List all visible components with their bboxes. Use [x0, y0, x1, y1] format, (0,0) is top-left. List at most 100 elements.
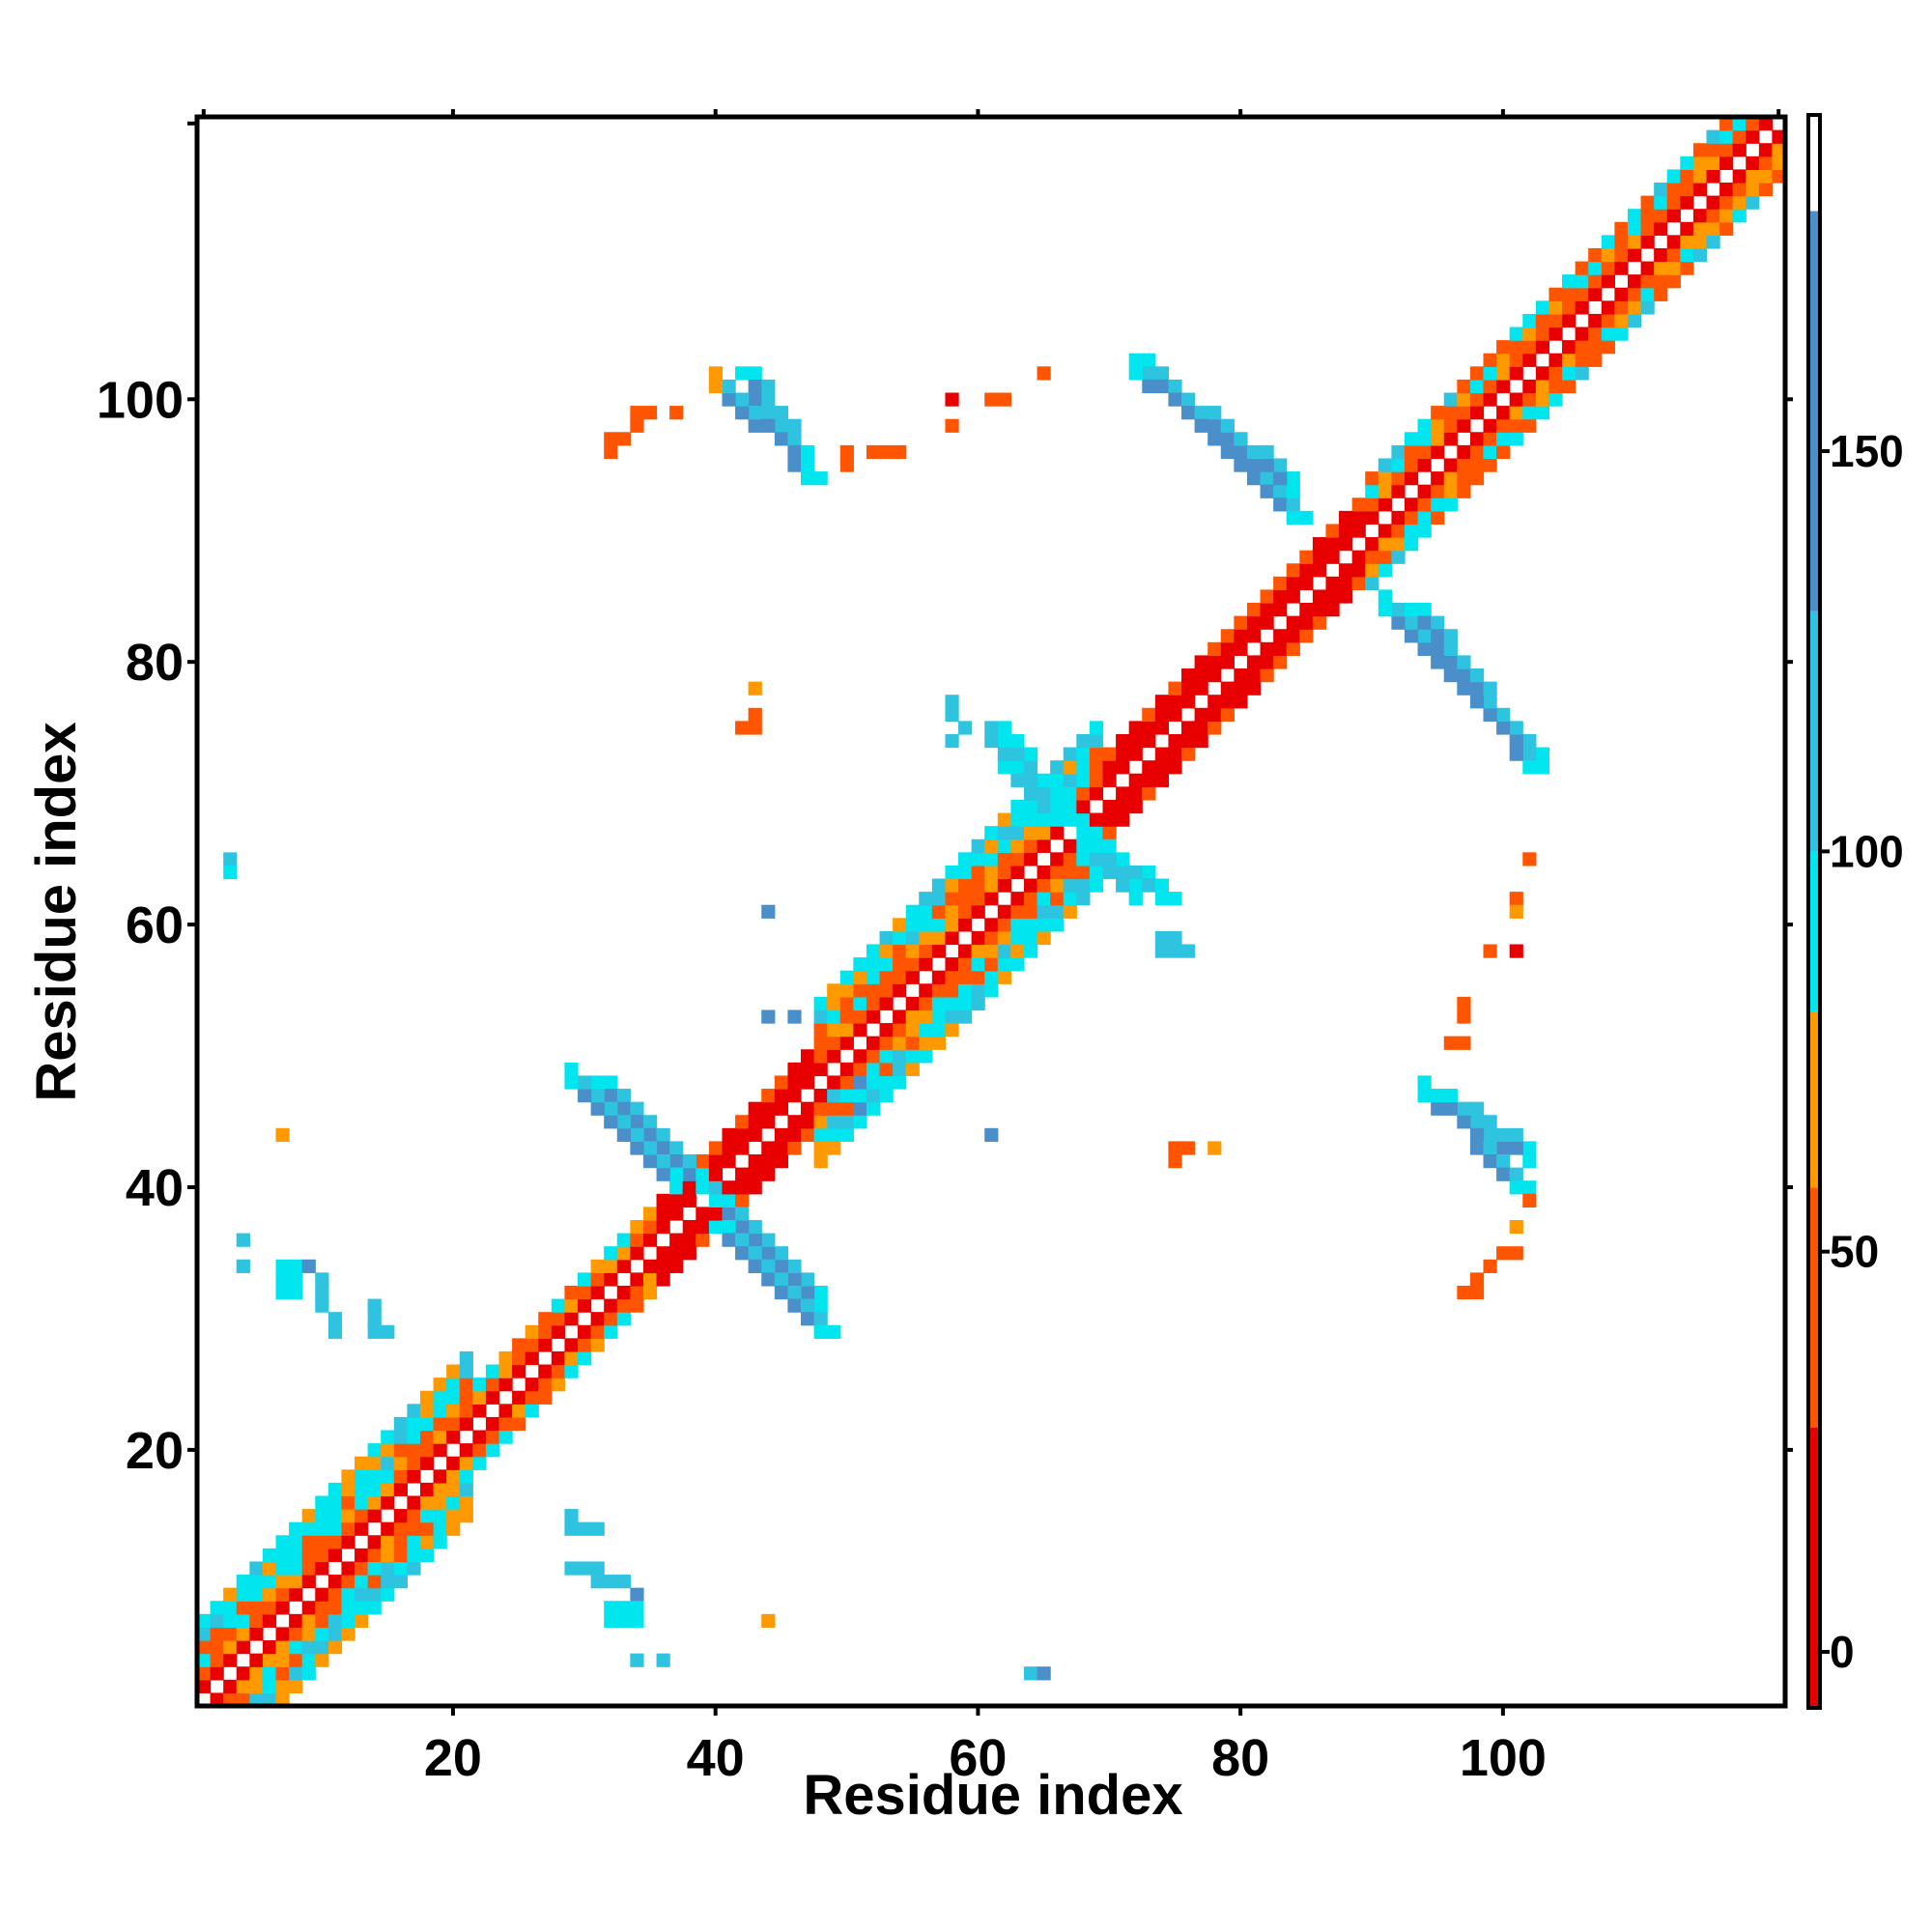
heatmap-cell — [1181, 392, 1196, 407]
heatmap-cell — [1469, 1272, 1485, 1287]
heatmap-cell — [1220, 707, 1235, 722]
heatmap-cell — [1640, 261, 1655, 275]
heatmap-cell — [1627, 313, 1642, 328]
heatmap-cell — [905, 996, 920, 1011]
heatmap-cell — [1746, 195, 1760, 210]
heatmap-cell — [1063, 892, 1077, 906]
heatmap-cell — [669, 406, 684, 420]
heatmap-cell — [669, 1154, 684, 1169]
heatmap-cell — [275, 1272, 290, 1287]
heatmap-cell — [1154, 721, 1170, 735]
heatmap-cell — [1522, 747, 1537, 761]
heatmap-cell — [459, 1378, 473, 1392]
heatmap-cell — [1509, 1167, 1523, 1181]
heatmap-cell — [197, 1627, 212, 1641]
heatmap-cell — [1758, 117, 1774, 131]
heatmap-cell — [1391, 550, 1406, 564]
heatmap-cell — [813, 1298, 828, 1313]
heatmap-cell — [1063, 773, 1077, 787]
heatmap-cell — [945, 930, 959, 946]
heatmap-cell — [1168, 681, 1182, 696]
heatmap-cell — [393, 1548, 408, 1563]
heatmap-cell — [1457, 392, 1471, 407]
heatmap-cell — [1535, 406, 1550, 420]
heatmap-cell — [315, 1653, 329, 1667]
heatmap-cell — [1037, 1666, 1051, 1681]
heatmap-cell — [1128, 353, 1143, 367]
heatmap-cell — [327, 1640, 343, 1655]
heatmap-cell — [1234, 641, 1248, 656]
heatmap-cell — [893, 1049, 907, 1064]
heatmap-cell — [1208, 707, 1222, 722]
heatmap-cell — [616, 1101, 631, 1116]
heatmap-cell — [1312, 615, 1327, 630]
heatmap-cell — [1299, 550, 1314, 564]
heatmap-cell — [1037, 878, 1051, 893]
heatmap-cell — [1076, 812, 1091, 827]
heatmap-cell — [1706, 143, 1720, 157]
heatmap-cell — [1431, 471, 1445, 486]
heatmap-cell — [1010, 957, 1025, 972]
heatmap-cell — [1614, 261, 1629, 275]
x-tick-label: 60 — [949, 1729, 1007, 1787]
heatmap-cell — [931, 918, 947, 932]
heatmap-cell — [945, 996, 959, 1011]
heatmap-cell — [839, 1075, 854, 1090]
heatmap-cell — [197, 1653, 212, 1667]
heatmap-cell — [1680, 156, 1694, 170]
heatmap-cell — [578, 1089, 592, 1103]
heatmap-cell — [341, 1509, 355, 1523]
heatmap-cell — [1746, 156, 1760, 170]
heatmap-cell — [800, 1298, 815, 1313]
heatmap-cell — [931, 1009, 947, 1024]
heatmap-cell — [1483, 392, 1497, 407]
heatmap-cell — [1746, 182, 1760, 197]
heatmap-cell — [1378, 550, 1392, 564]
heatmap-cell — [1037, 930, 1051, 946]
heatmap-cell — [984, 721, 999, 735]
heatmap-cell — [748, 418, 762, 433]
heatmap-cell — [853, 1075, 867, 1090]
heatmap-cell — [1522, 1141, 1537, 1155]
heatmap-cell — [1260, 458, 1274, 472]
heatmap-cell — [327, 1575, 343, 1589]
heatmap-cell — [735, 1115, 750, 1129]
heatmap-cell — [1601, 274, 1615, 289]
heatmap-cell — [1417, 484, 1432, 498]
heatmap-cell — [315, 1561, 329, 1576]
heatmap-cell — [997, 392, 1011, 407]
heatmap-cell — [367, 1324, 382, 1339]
heatmap-cell — [262, 1640, 277, 1655]
heatmap-cell — [1469, 1115, 1485, 1129]
heatmap-cell — [538, 1312, 553, 1326]
heatmap-cell — [630, 1246, 644, 1261]
heatmap-cell — [1522, 406, 1537, 420]
heatmap-cell — [839, 1009, 854, 1024]
heatmap-cell — [813, 1312, 828, 1326]
heatmap-cell — [761, 1009, 776, 1024]
heatmap-cell — [905, 970, 920, 984]
heatmap-cell — [1260, 444, 1274, 460]
heatmap-cell — [839, 444, 854, 460]
heatmap-cell — [407, 1521, 421, 1536]
heatmap-cell — [1208, 695, 1222, 709]
heatmap-cell — [1037, 865, 1051, 880]
heatmap-cell — [1666, 195, 1681, 210]
heatmap-cell — [630, 1219, 644, 1235]
heatmap-cell — [289, 1627, 303, 1641]
heatmap-cell — [1168, 379, 1182, 394]
heatmap-cell — [433, 1404, 447, 1418]
heatmap-cell — [512, 1350, 526, 1366]
heatmap-cell — [1089, 747, 1104, 761]
heatmap-cell — [1168, 392, 1182, 407]
heatmap-cell — [1496, 432, 1511, 446]
heatmap-cell — [1076, 799, 1091, 814]
heatmap-cell — [446, 1482, 461, 1497]
heatmap-cell — [393, 1509, 408, 1523]
heatmap-cell — [210, 1640, 224, 1655]
heatmap-cell — [971, 957, 985, 972]
heatmap-cell — [1496, 379, 1511, 394]
heatmap-cell — [564, 1509, 579, 1523]
heatmap-cell — [1063, 786, 1077, 801]
heatmap-cell — [249, 1679, 264, 1694]
